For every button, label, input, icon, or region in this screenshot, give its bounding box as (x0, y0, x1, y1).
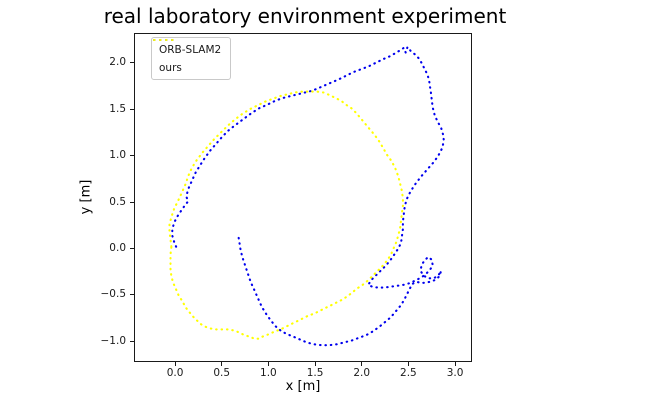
y-tick-mark (130, 201, 134, 203)
x-tick-label: 1.5 (306, 367, 324, 379)
x-tick-label: 3.0 (446, 367, 464, 379)
trajectory-plot (168, 45, 445, 347)
y-tick-mark (130, 294, 134, 296)
plot-area: ORB-SLAM2 ours (134, 33, 472, 362)
y-axis-label: y [m] (78, 179, 94, 215)
x-axis-label: x [m] (285, 379, 321, 394)
y-tick-label: 1.5 (109, 102, 126, 115)
x-tick-mark (454, 362, 456, 366)
x-tick-label: 0.5 (213, 367, 231, 379)
chart-title: real laboratory environment experiment (103, 4, 507, 28)
x-tick-mark (221, 362, 223, 366)
legend-label: ours (159, 61, 182, 74)
legend-line-swatch (152, 38, 178, 42)
x-tick-label: 2.0 (353, 367, 371, 379)
y-tick-label: −0.5 (100, 288, 127, 301)
x-tick-mark (174, 362, 176, 366)
y-tick-mark (130, 108, 134, 110)
x-tick-label: 2.5 (400, 367, 417, 379)
legend-item-orb-slam2: ORB-SLAM2 (152, 38, 222, 57)
legend-item-ours: ours (152, 38, 221, 75)
y-tick-label: 2.0 (109, 56, 126, 69)
x-tick-label: 0.0 (166, 367, 184, 379)
trajectory-orb-slam2 (171, 45, 445, 347)
x-tick-mark (361, 362, 363, 366)
x-tick-mark (267, 362, 269, 366)
y-tick-mark (130, 248, 134, 250)
y-tick-label: 0.5 (109, 195, 126, 208)
legend-label: ORB-SLAM2 (159, 43, 222, 56)
y-tick-label: 1.0 (109, 149, 126, 162)
x-tick-mark (407, 362, 409, 366)
trajectory-ours (168, 90, 404, 340)
x-tick-mark (314, 362, 316, 366)
x-tick-label: 1.0 (260, 367, 277, 379)
y-tick-mark (130, 155, 134, 157)
legend: ORB-SLAM2 ours (151, 37, 232, 80)
y-tick-mark (130, 62, 134, 64)
y-tick-label: 0.0 (109, 242, 126, 255)
y-tick-label: −1.0 (100, 334, 127, 347)
y-tick-mark (130, 340, 134, 342)
